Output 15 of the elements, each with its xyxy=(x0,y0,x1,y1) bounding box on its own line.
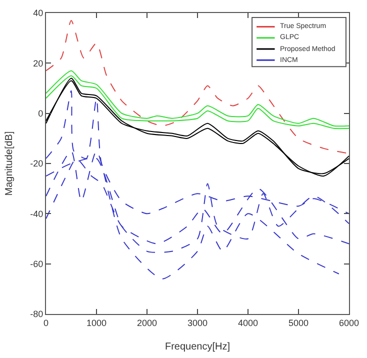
x-axis-title: Frequency[Hz] xyxy=(164,341,230,352)
y-tick-label: 0 xyxy=(38,108,44,118)
y-tick-label: -80 xyxy=(30,309,44,320)
x-tick-label: 6000 xyxy=(338,318,360,328)
y-axis-title: Magnitude[dB] xyxy=(4,131,16,196)
y-tick-label: 20 xyxy=(33,58,44,68)
y-tick-label: 40 xyxy=(33,8,44,18)
x-tick-label: 2000 xyxy=(136,318,158,328)
y-tick-label: -60 xyxy=(30,258,44,269)
x-tick-label: 4000 xyxy=(238,318,258,328)
x-tick-label: 5000 xyxy=(288,318,309,328)
x-tick-label: 1000 xyxy=(86,318,107,328)
y-tick-label: -20 xyxy=(30,158,44,169)
y-tick-label: -40 xyxy=(30,208,44,219)
x-tick-label: 3000 xyxy=(187,318,208,328)
